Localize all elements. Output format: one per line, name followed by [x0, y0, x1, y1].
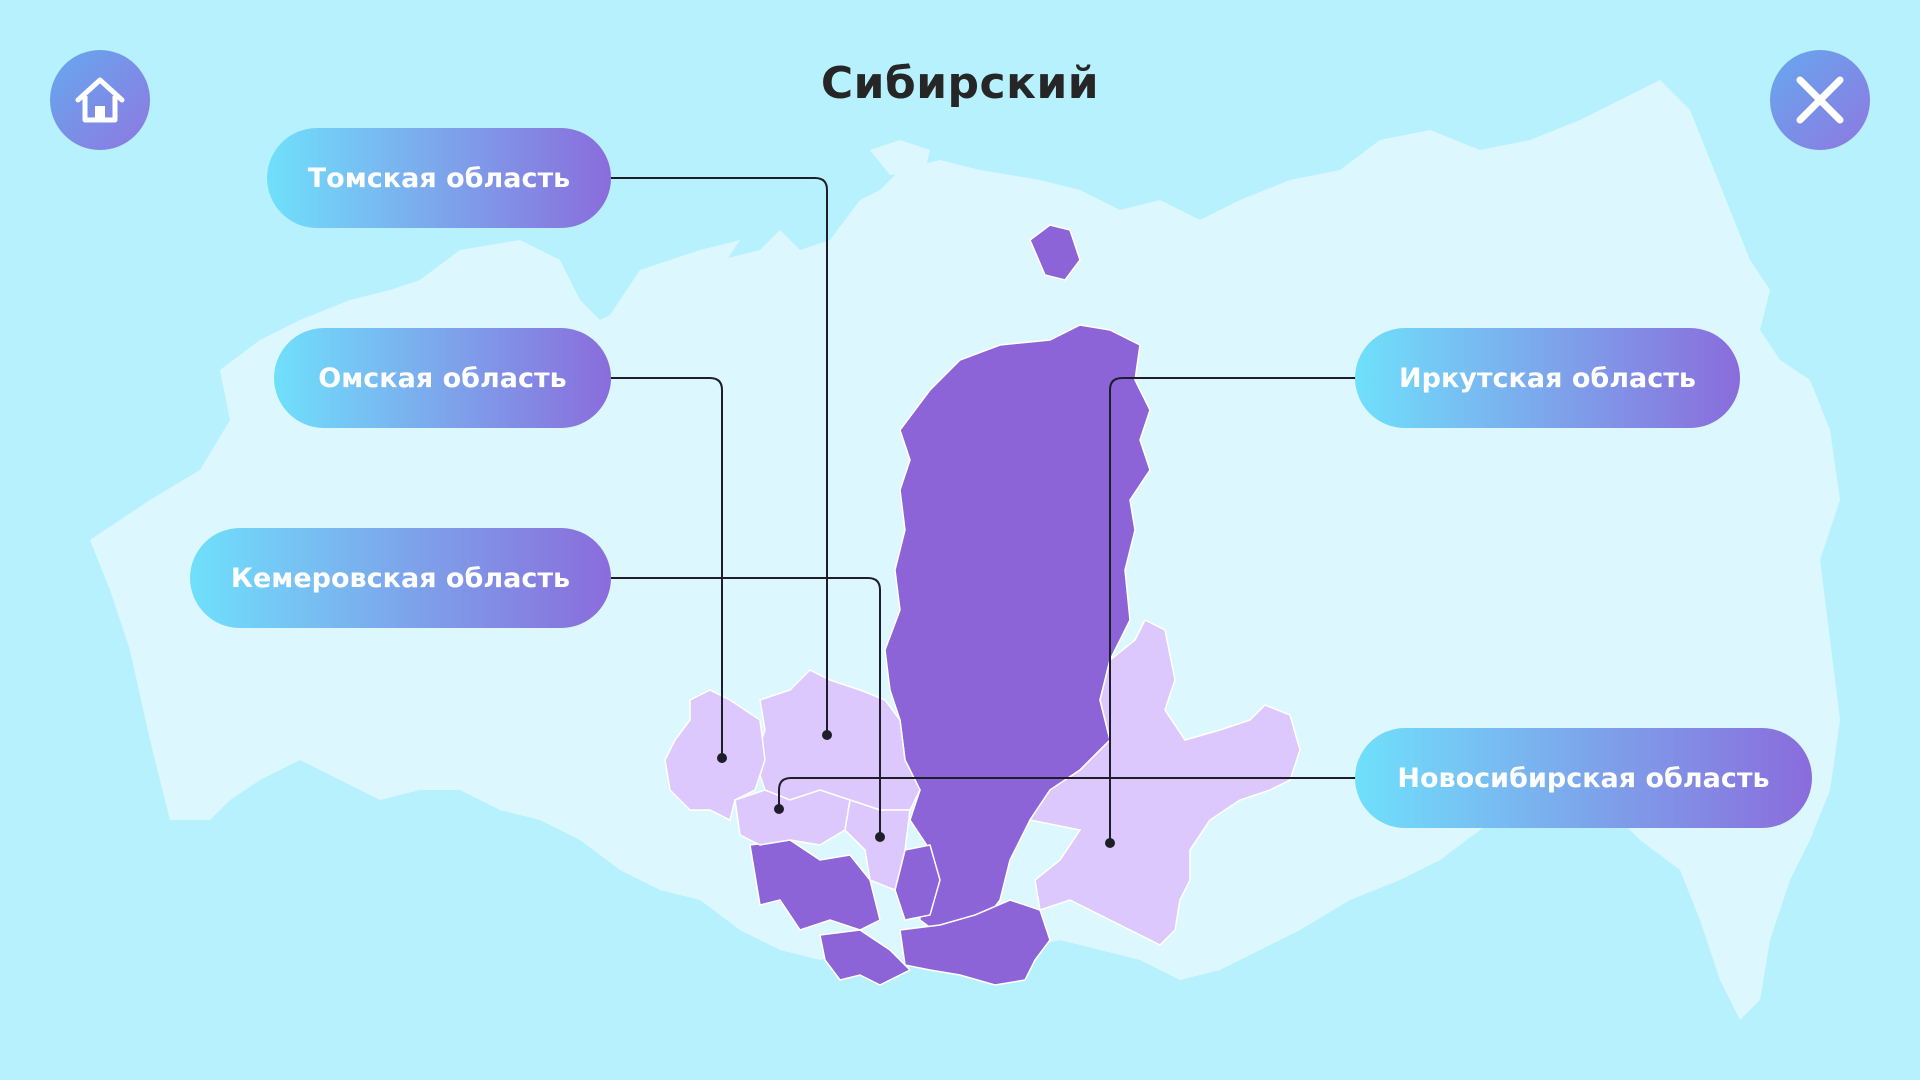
region-label-kemerovo[interactable]: Кемеровская область: [190, 528, 611, 628]
leader-dot-novosibirsk: [774, 804, 784, 814]
leader-line-kemerovo: [611, 577, 881, 837]
close-button[interactable]: [1770, 50, 1870, 150]
region-omsk: [664, 689, 766, 822]
leader-line-tomsk: [611, 177, 828, 735]
region-label-tomsk[interactable]: Томская область: [267, 128, 611, 228]
region-kemerovo: [844, 799, 911, 892]
leader-dot-irkutsk: [1105, 838, 1115, 848]
page-title: Сибирский: [820, 58, 1100, 109]
leader-line-irkutsk: [1109, 377, 1355, 843]
leader-lines: [611, 177, 1355, 843]
leader-dot-omsk: [717, 753, 727, 763]
region-taymyr: [1029, 224, 1081, 281]
russia-island-novaya-zemlya: [600, 240, 740, 360]
leader-dots: [717, 730, 1115, 848]
leader-line-novosibirsk: [778, 777, 1355, 809]
region-altai-republic: [819, 929, 912, 986]
region-irkutsk: [1028, 618, 1301, 946]
region-altai-krai: [749, 839, 881, 931]
region-label-omsk[interactable]: Омская область: [274, 328, 611, 428]
home-icon: [75, 77, 125, 123]
region-label-novosibirsk[interactable]: Новосибирская область: [1355, 728, 1812, 828]
leader-dot-tomsk: [822, 730, 832, 740]
close-icon: [1796, 76, 1844, 124]
home-button[interactable]: [50, 50, 150, 150]
region-krasnoyarsk: [884, 324, 1151, 936]
region-tyva: [899, 899, 1051, 986]
russia-island-north: [870, 140, 930, 175]
region-label-irkutsk[interactable]: Иркутская область: [1355, 328, 1740, 428]
leader-dot-kemerovo: [875, 832, 885, 842]
leader-line-omsk: [611, 377, 723, 758]
